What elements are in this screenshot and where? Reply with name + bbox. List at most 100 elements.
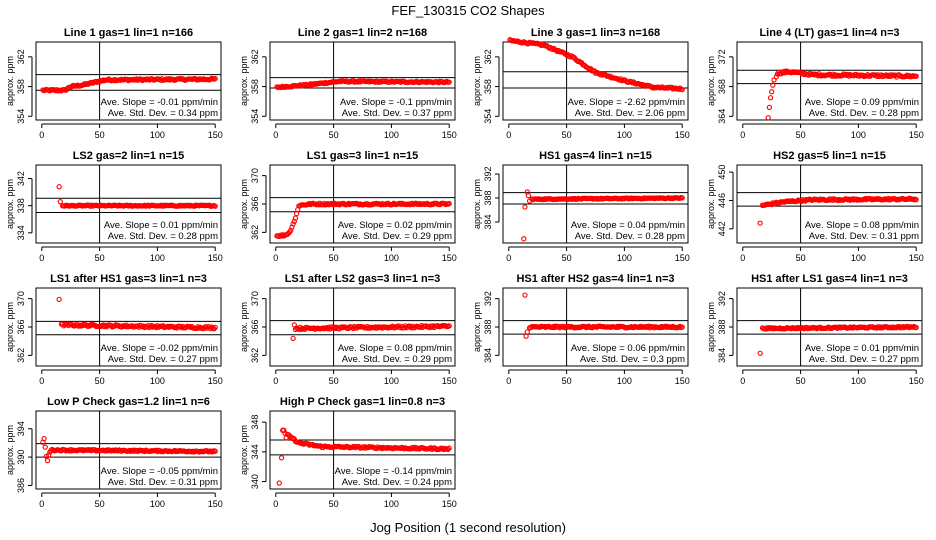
stddev-annotation: Ave. Std. Dev. = 0.3 ppm — [580, 354, 685, 365]
x-tick-label: 0 — [273, 376, 278, 386]
data-points — [40, 436, 218, 464]
y-tick-label: 334 — [16, 225, 26, 240]
y-tick-label: 358 — [16, 79, 26, 94]
data-point — [757, 350, 763, 356]
chart-panel: HS1 after HS2 gas=4 lin=1 n=3 0 50 100 150 38… — [472, 273, 690, 386]
y-tick-label: 344 — [250, 444, 260, 459]
y-axis-label: approx. ppm — [239, 56, 249, 106]
data-point — [278, 84, 285, 91]
x-tick-label: 100 — [851, 253, 866, 263]
x-tick-label: 0 — [506, 130, 511, 140]
panel-title: LS1 gas=3 lin=1 n=15 — [307, 150, 419, 162]
stddev-annotation: Ave. Std. Dev. = 0.29 ppm — [342, 354, 452, 365]
data-points — [507, 37, 685, 93]
y-tick-label: 388 — [717, 319, 727, 334]
data-point — [288, 227, 294, 233]
data-points — [757, 195, 919, 226]
x-tick-label: 50 — [329, 130, 339, 140]
x-tick-label: 100 — [384, 130, 399, 140]
x-tick-label: 150 — [208, 376, 223, 386]
slope-annotation: Ave. Slope = 0.09 ppm/min — [805, 97, 919, 108]
y-tick-label: 390 — [16, 450, 26, 465]
data-point — [767, 95, 774, 101]
panel-title: Line 3 gas=1 lin=3 n=168 — [531, 27, 660, 39]
data-point — [56, 184, 62, 190]
data-point — [362, 445, 368, 451]
x-tick-label: 150 — [442, 253, 457, 263]
y-tick-label: 354 — [250, 109, 260, 124]
x-tick-label: 50 — [95, 499, 105, 509]
data-point — [298, 326, 304, 332]
figure-title: FEF_130315 CO2 Shapes — [391, 3, 545, 18]
panel-title: Line 1 gas=1 lin=1 n=166 — [64, 27, 193, 39]
data-point — [770, 82, 776, 88]
x-tick-label: 0 — [39, 253, 44, 263]
chart-panel: Low P Check gas=1.2 lin=1 n=6 0 50 100 150 38… — [5, 396, 223, 509]
y-tick-label: 450 — [717, 165, 727, 180]
y-tick-label: 394 — [16, 421, 26, 436]
y-axis-label: approx. ppm — [706, 302, 716, 352]
x-tick-label: 150 — [909, 253, 924, 263]
x-tick-label: 100 — [150, 253, 165, 263]
data-point — [899, 325, 905, 331]
data-point — [773, 74, 779, 80]
y-axis-label: approx. ppm — [239, 179, 249, 229]
x-tick-label: 0 — [39, 499, 44, 509]
x-tick-label: 150 — [208, 499, 223, 509]
chart-panel: High P Check gas=1 lin=0.8 n=3 0 50 100 150 3… — [239, 396, 457, 509]
data-point — [283, 435, 289, 441]
data-point — [44, 457, 51, 464]
data-point — [278, 233, 285, 239]
data-points — [757, 323, 919, 356]
data-point — [526, 198, 533, 204]
data-points — [290, 322, 452, 341]
y-axis-label: approx. ppm — [5, 56, 15, 106]
panels-group: Line 1 gas=1 lin=1 n=166 0 50 100 150 354 358 3… — [5, 27, 924, 509]
slope-annotation: Ave. Slope = 0.02 ppm/min — [338, 220, 452, 231]
x-tick-label: 100 — [384, 253, 399, 263]
data-point — [525, 192, 532, 199]
plot-frame — [269, 410, 456, 490]
x-tick-label: 150 — [208, 253, 223, 263]
data-point — [57, 198, 63, 205]
y-tick-label: 370 — [250, 291, 260, 306]
data-point — [400, 445, 406, 451]
data-point — [677, 323, 683, 330]
data-point — [117, 77, 124, 83]
stddev-annotation: Ave. Std. Dev. = 0.34 ppm — [108, 108, 218, 119]
x-tick-label: 50 — [796, 376, 806, 386]
data-point — [321, 80, 327, 87]
panel-title: Line 2 gas=1 lin=2 n=168 — [298, 27, 427, 39]
x-tick-label: 150 — [442, 130, 457, 140]
stddev-annotation: Ave. Std. Dev. = 0.37 ppm — [342, 108, 452, 119]
stddev-annotation: Ave. Std. Dev. = 0.31 ppm — [108, 477, 218, 488]
data-point — [278, 455, 285, 461]
x-tick-label: 0 — [273, 130, 278, 140]
data-point — [47, 449, 53, 455]
data-point — [333, 325, 339, 331]
data-point — [87, 203, 93, 209]
data-point — [446, 323, 452, 329]
x-tick-label: 100 — [617, 253, 632, 263]
y-axis-label: approx. ppm — [472, 56, 482, 106]
data-point — [46, 452, 52, 458]
slope-annotation: Ave. Slope = 0.01 ppm/min — [104, 220, 218, 231]
data-point — [409, 200, 415, 206]
data-point — [290, 335, 296, 341]
y-tick-label: 362 — [16, 49, 26, 64]
y-axis-label: approx. ppm — [706, 179, 716, 229]
data-point — [567, 54, 573, 60]
plot-frame — [269, 164, 456, 244]
y-axis-label: approx. ppm — [239, 302, 249, 352]
chart-panel: Line 3 gas=1 lin=3 n=168 0 50 100 150 354 358 3… — [472, 27, 690, 140]
data-point — [913, 324, 919, 331]
data-point — [524, 329, 530, 335]
y-tick-label: 366 — [250, 196, 260, 211]
data-point — [291, 218, 297, 225]
x-tick-label: 50 — [329, 499, 339, 509]
x-tick-label: 100 — [851, 376, 866, 386]
data-point — [521, 236, 527, 242]
data-point — [679, 86, 685, 93]
stddev-annotation: Ave. Std. Dev. = 0.27 ppm — [108, 354, 218, 365]
panel-title: HS1 after LS1 gas=4 lin=1 n=3 — [751, 273, 908, 285]
